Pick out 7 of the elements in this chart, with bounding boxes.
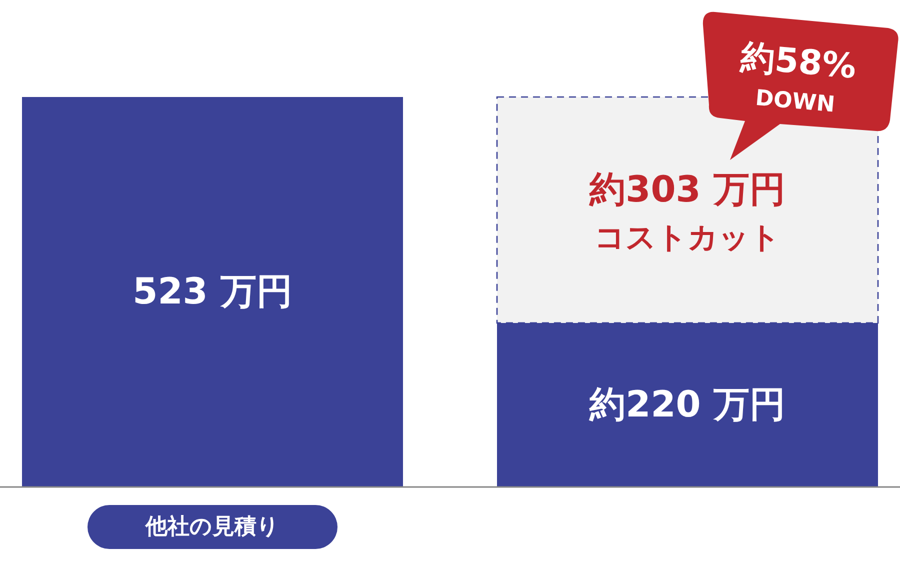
- annotation: 約58%: [739, 37, 858, 88]
- annotation: DOWN: [754, 86, 836, 118]
- annotation: コストカット: [594, 220, 780, 256]
- data-label: 約220 万円: [588, 384, 786, 426]
- data-label: 約303 万円: [588, 169, 786, 210]
- data-label: 523 万円: [132, 272, 292, 312]
- x-tick-label: 他社の見積り: [144, 514, 280, 540]
